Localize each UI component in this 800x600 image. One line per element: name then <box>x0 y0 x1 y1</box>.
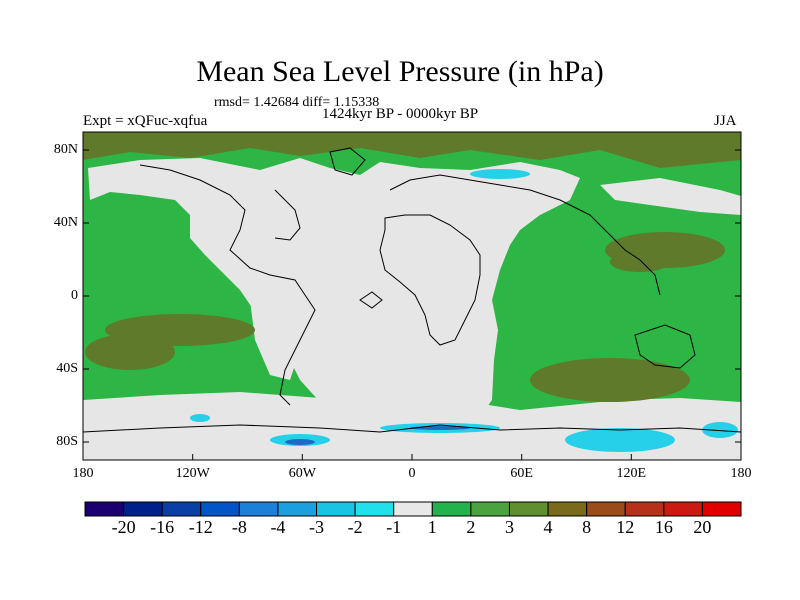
colorbar-swatch <box>238 501 279 517</box>
coastline-australia <box>634 324 696 369</box>
colorbar-swatch <box>470 501 510 517</box>
colorbar-swatch <box>508 501 549 517</box>
colorbar-swatch <box>547 501 588 517</box>
colorbar-label: 12 <box>616 517 635 537</box>
coastline-americas <box>139 164 316 406</box>
colorbar-label: 3 <box>504 517 514 537</box>
coastline-africa <box>379 214 481 346</box>
lat-label-40n: 40N <box>53 215 78 230</box>
map-field <box>83 132 741 460</box>
lon-label-60e: 60E <box>510 466 533 481</box>
colorbar-swatch <box>84 501 125 517</box>
lat-label-80s: 80S <box>56 434 78 449</box>
lon-label-120e: 120E <box>616 466 647 481</box>
lat-label-80n: 80N <box>53 142 78 157</box>
blue-region-weddell <box>285 439 315 445</box>
colorbar-swatch <box>663 501 703 517</box>
colorbar-swatch <box>354 501 395 517</box>
lon-label-120w: 120W <box>175 466 210 481</box>
colorbar-label: -4 <box>270 517 286 537</box>
colorbar-label: -1 <box>386 517 402 537</box>
colorbar-label: 20 <box>693 517 712 537</box>
period-label: 1424kyr BP - 0000kyr BP <box>322 106 479 122</box>
lat-label-0: 0 <box>71 288 78 303</box>
coastline-north-america-east <box>274 189 301 241</box>
olive-region-asia <box>610 252 670 272</box>
colorbar-label: -8 <box>231 517 247 537</box>
cyan-region-far-east <box>702 422 738 438</box>
lon-label-180e: 180 <box>730 466 752 481</box>
contour-diamond-atlantic <box>359 291 383 309</box>
cyan-region-amundsen <box>190 414 210 422</box>
lon-label-0: 0 <box>408 466 416 481</box>
grey-region-north-asia <box>600 178 741 215</box>
olive-region-pacific-west <box>85 334 175 370</box>
season-label: JJA <box>714 113 737 129</box>
colorbar-label: -12 <box>188 517 213 537</box>
colorbar-label: 4 <box>543 517 553 537</box>
colorbar-label: -20 <box>111 517 136 537</box>
colorbar-swatch <box>123 501 163 517</box>
lon-label-180w: 180 <box>72 466 94 481</box>
olive-region-indian-ocean <box>530 358 690 402</box>
grey-region-atlantic-continents <box>88 158 580 410</box>
coastline-eurasia <box>389 174 661 296</box>
experiment-label: Expt = xQFuc-xqfua <box>83 113 208 129</box>
colorbar-label: 16 <box>654 517 673 537</box>
coastlines <box>83 147 741 433</box>
colorbar-swatch <box>586 501 626 517</box>
colorbar-swatch <box>624 501 665 517</box>
colorbar-swatch <box>161 501 202 517</box>
cyan-region-barents <box>470 169 530 179</box>
figure-title: Mean Sea Level Pressure (in hPa) <box>196 55 604 88</box>
colorbar-label: 8 <box>582 517 592 537</box>
colorbar-swatch <box>277 501 318 517</box>
colorbar-swatch <box>316 501 356 517</box>
colorbar-label: -16 <box>150 517 175 537</box>
colorbar-label: -2 <box>347 517 363 537</box>
grey-region-south-america-west <box>250 300 300 380</box>
colorbar-swatch <box>431 501 472 517</box>
colorbar-label: 2 <box>466 517 476 537</box>
colorbar-swatch <box>393 501 433 517</box>
colorbar <box>84 501 742 517</box>
lat-ticks <box>83 149 741 443</box>
cyan-region-ross <box>565 428 675 452</box>
colorbar-label: -3 <box>309 517 325 537</box>
lon-label-60w: 60W <box>288 466 316 481</box>
stats-line: rmsd= 1.42684 diff= 1.15338 <box>214 95 380 110</box>
arctic-olive-region <box>83 132 741 168</box>
colorbar-swatch <box>200 501 240 517</box>
colorbar-swatch <box>701 501 742 517</box>
lat-label-40s: 40S <box>56 361 78 376</box>
coastline-antarctica <box>83 424 741 433</box>
colorbar-label: 1 <box>427 517 437 537</box>
coastline-greenland <box>329 147 366 176</box>
lon-ticks <box>82 454 742 460</box>
